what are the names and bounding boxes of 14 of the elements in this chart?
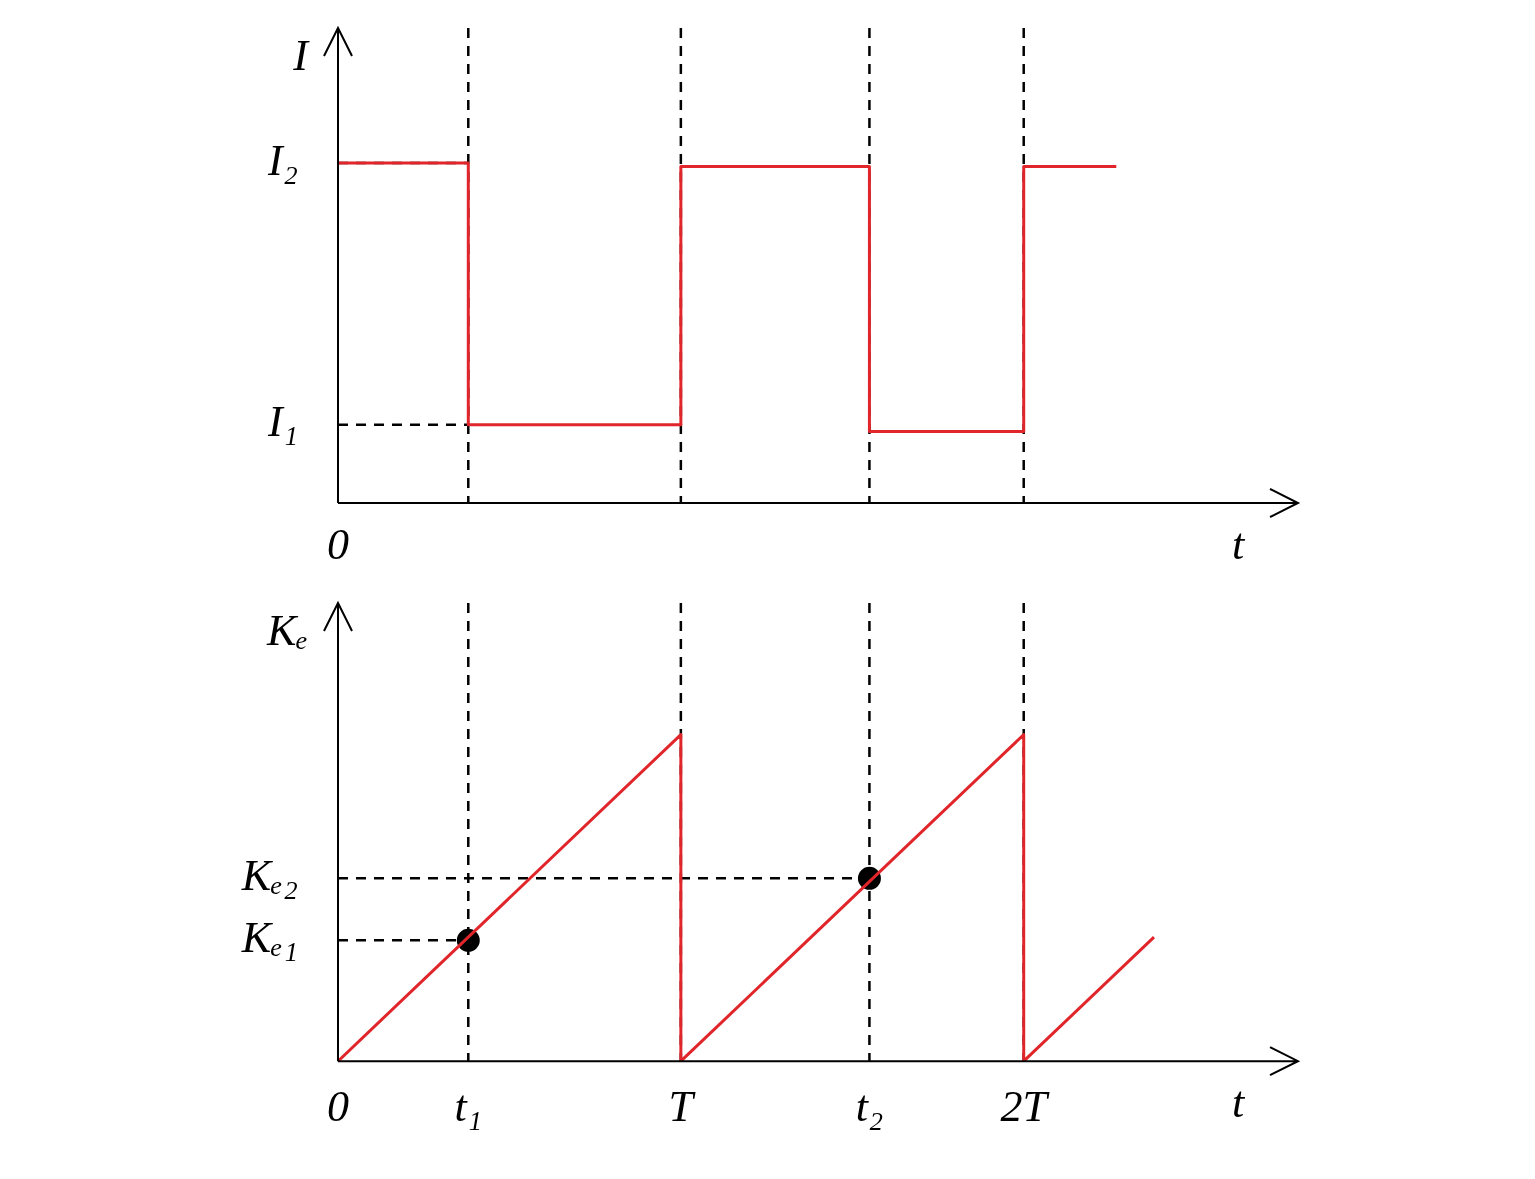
x-axis-title: t [1231,519,1246,569]
x-tick-label: t₂ [855,1082,884,1132]
x-axis-title: t [1231,1077,1246,1127]
x-tick-label: t₁ [454,1082,483,1132]
x-tick-label: 2T [1000,1082,1051,1132]
x-tick-label: 0 [327,1082,349,1132]
ref-line-label: I₁ [267,397,298,447]
ref-line-label: Kₑ₁ [240,912,298,962]
ref-line-label: I₂ [267,135,298,185]
x-tick-label: T [668,1082,697,1132]
text: 0 [327,519,349,569]
y-axis-title: I [292,30,311,80]
ref-line-label: Kₑ₂ [240,850,298,900]
y-axis-title: Kₑ [266,605,308,655]
